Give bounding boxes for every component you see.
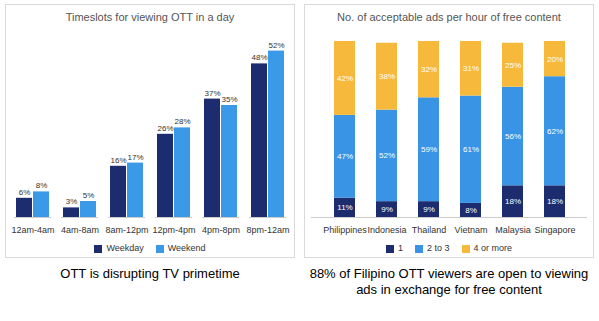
html-text:88% of Filipino OTT viewers ar: 88% of Filipino OTT viewers are open to … <box>309 266 589 297</box>
svg-text:18%: 18% <box>547 197 563 206</box>
svg-text:31%: 31% <box>463 64 479 73</box>
html-text:1: 1 <box>398 243 403 253</box>
html-text:2 to 3: 2 to 3 <box>427 243 450 253</box>
html-text:4 or more: 4 or more <box>473 243 512 253</box>
svg-text:4pm-8pm: 4pm-8pm <box>202 225 240 235</box>
svg-text:52%: 52% <box>379 151 395 160</box>
svg-text:32%: 32% <box>421 65 437 74</box>
svg-text:Malaysia: Malaysia <box>495 225 531 235</box>
svg-text:9%: 9% <box>423 205 435 214</box>
svg-text:20%: 20% <box>547 55 563 64</box>
svg-text:59%: 59% <box>421 145 437 154</box>
svg-text:38%: 38% <box>379 72 395 81</box>
svg-text:52%: 52% <box>268 41 284 50</box>
svg-text:35%: 35% <box>221 95 237 104</box>
svg-text:4am-8am: 4am-8am <box>61 225 99 235</box>
svg-text:Thailand: Thailand <box>412 225 447 235</box>
svg-text:16%: 16% <box>110 156 126 165</box>
html-text:Weekday: Weekday <box>106 243 144 253</box>
html-text:OTT is disrupting TV primetime: OTT is disrupting TV primetime <box>60 266 240 281</box>
svg-text:42%: 42% <box>337 74 353 83</box>
svg-text:26%: 26% <box>157 124 173 133</box>
svg-text:25%: 25% <box>505 61 521 70</box>
svg-text:3%: 3% <box>66 197 78 206</box>
svg-text:9%: 9% <box>381 205 393 214</box>
svg-text:8%: 8% <box>36 181 48 190</box>
svg-text:56%: 56% <box>505 132 521 141</box>
svg-text:8pm-12am: 8pm-12am <box>246 225 289 235</box>
html-text:No. of acceptable ads per hour: No. of acceptable ads per hour of free c… <box>337 11 561 23</box>
svg-text:8%: 8% <box>465 206 477 215</box>
svg-text:18%: 18% <box>505 197 521 206</box>
svg-text:8am-12pm: 8am-12pm <box>105 225 148 235</box>
svg-text:11%: 11% <box>337 203 352 212</box>
svg-text:Vietnam: Vietnam <box>455 225 488 235</box>
svg-text:Singapore: Singapore <box>534 225 575 235</box>
svg-text:Indonesia: Indonesia <box>367 225 406 235</box>
svg-text:48%: 48% <box>251 53 267 62</box>
svg-text:5%: 5% <box>83 191 95 200</box>
html-text:Weekend: Weekend <box>167 243 206 253</box>
svg-text:6%: 6% <box>19 188 31 197</box>
svg-text:12pm-4pm: 12pm-4pm <box>152 225 195 235</box>
html-text:Timeslots for viewing OTT in a: Timeslots for viewing OTT in a day <box>65 11 235 23</box>
svg-text:61%: 61% <box>463 145 479 154</box>
svg-text:62%: 62% <box>547 127 563 136</box>
svg-text:Philippines: Philippines <box>323 225 367 235</box>
svg-text:37%: 37% <box>204 89 220 98</box>
svg-text:12am-4am: 12am-4am <box>11 225 54 235</box>
svg-text:28%: 28% <box>174 117 190 126</box>
svg-text:47%: 47% <box>337 152 353 161</box>
svg-text:17%: 17% <box>127 153 143 162</box>
